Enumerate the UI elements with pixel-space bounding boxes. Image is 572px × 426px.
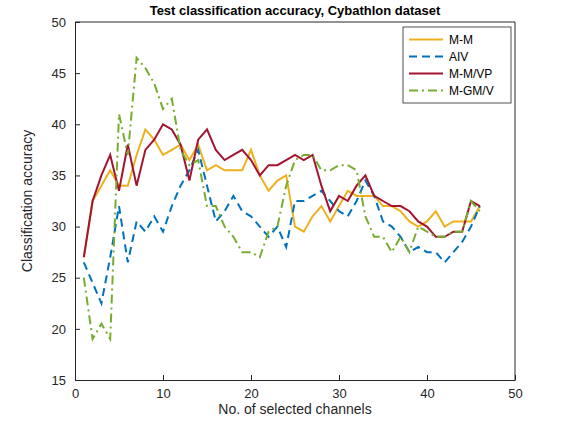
plot: 010203040501520253035404550M-MAIVM-M/VPM… <box>52 15 523 402</box>
x-tick: 10 <box>156 375 170 401</box>
x-tick: 30 <box>332 375 346 401</box>
x-tick-label: 20 <box>244 386 258 401</box>
frame <box>75 22 515 23</box>
title: Test classification accuracy, Cybathlon … <box>150 3 441 18</box>
x-tick-label: 10 <box>156 386 170 401</box>
x-axis-title: No. of selected channels <box>218 401 371 417</box>
y-tick-label: 50 <box>52 15 66 30</box>
y-tick: 20 <box>52 322 80 337</box>
legend-label: M-M/VP <box>449 67 492 81</box>
y-tick: 35 <box>52 168 80 183</box>
x-tick-mark <box>163 375 164 380</box>
frame <box>515 22 516 380</box>
y-tick: 15 <box>52 373 80 388</box>
x-tick: 40 <box>420 375 434 401</box>
y-tick-mark <box>75 124 80 125</box>
legend-swatch <box>409 39 443 41</box>
y-tick-mark <box>75 227 80 228</box>
legend-swatch <box>409 73 443 75</box>
legend-swatch <box>409 90 443 92</box>
x-tick-label: 50 <box>508 386 522 401</box>
series-line <box>84 150 480 303</box>
y-tick-label: 40 <box>52 117 66 132</box>
y-tick: 45 <box>52 66 80 81</box>
x-tick-mark <box>427 375 428 380</box>
legend-label: AIV <box>449 50 468 64</box>
y-tick-mark <box>75 73 80 74</box>
y-tick-mark <box>75 278 80 279</box>
legend-label: M-GM/V <box>449 84 494 98</box>
x-tick: 20 <box>244 375 258 401</box>
y-tick-mark <box>75 380 80 381</box>
legend: M-M AIV M-M/VP M-GM/V <box>403 27 511 103</box>
plot-background <box>75 22 515 380</box>
legend-box <box>403 27 511 103</box>
y-tick-label: 15 <box>52 373 66 388</box>
legend-swatch <box>409 56 443 58</box>
x-axis: 0 10 20 30 40 50 <box>72 375 523 401</box>
y-tick-mark <box>75 175 80 176</box>
y-axis-line <box>75 23 76 381</box>
y-tick-label: 35 <box>52 168 66 183</box>
legend-label: M-M <box>449 33 473 47</box>
x-axis-line <box>76 380 516 381</box>
y-tick-label: 30 <box>52 219 66 234</box>
y-tick-label: 45 <box>52 66 66 81</box>
y-axis: 15 20 25 30 35 40 45 50 <box>52 15 80 388</box>
y-tick: 25 <box>52 270 80 285</box>
y-tick-label: 20 <box>52 322 66 337</box>
chart: 010203040501520253035404550M-MAIVM-M/VPM… <box>0 0 572 426</box>
x-tick-label: 40 <box>420 386 434 401</box>
x-tick-label: 0 <box>72 386 79 401</box>
x-tick-mark <box>339 375 340 380</box>
y-tick: 30 <box>52 219 80 234</box>
y-tick: 40 <box>52 117 80 132</box>
x-tick-mark <box>251 375 252 380</box>
y-tick-mark <box>75 329 80 330</box>
y-tick-label: 25 <box>52 270 66 285</box>
y-axis-title: Classification accuracy <box>19 130 35 272</box>
series-line <box>84 124 480 257</box>
x-tick-label: 30 <box>332 386 346 401</box>
